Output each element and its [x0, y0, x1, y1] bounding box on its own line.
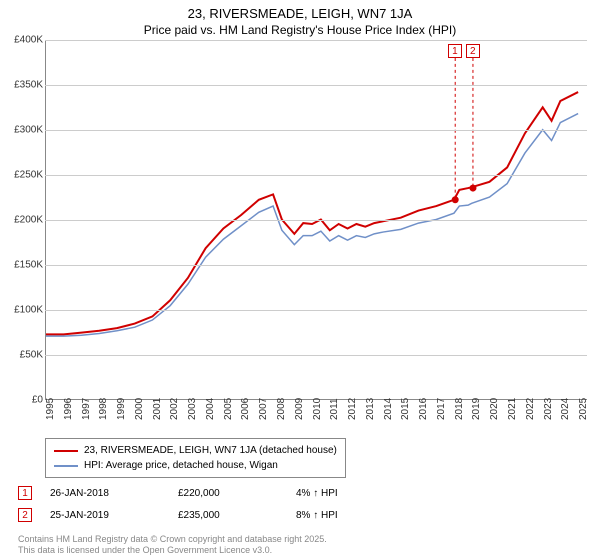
x-axis-tick-label: 2010 — [312, 392, 330, 420]
sale-price: £235,000 — [178, 510, 278, 521]
y-axis-tick-label: £50K — [7, 350, 43, 361]
legend-item: HPI: Average price, detached house, Wiga… — [54, 458, 337, 473]
sale-delta: 8% ↑ HPI — [296, 510, 376, 521]
y-axis-tick-label: £0 — [7, 395, 43, 406]
x-axis-tick-label: 2024 — [560, 392, 578, 420]
gridline — [45, 265, 587, 266]
x-axis-tick-label: 2019 — [471, 392, 489, 420]
x-axis-tick-label: 2000 — [134, 392, 152, 420]
x-axis-tick-label: 2003 — [187, 392, 205, 420]
legend-swatch — [54, 450, 78, 452]
x-axis-tick-label: 1999 — [116, 392, 134, 420]
x-axis-tick-label: 2021 — [507, 392, 525, 420]
y-axis-tick-label: £400K — [7, 35, 43, 46]
x-axis-tick-label: 2004 — [205, 392, 223, 420]
gridline — [45, 220, 587, 221]
sale-marker-icon: 1 — [18, 486, 32, 500]
sale-delta: 4% ↑ HPI — [296, 488, 376, 499]
x-axis-tick-label: 2011 — [329, 392, 347, 420]
sales-table: 1 26-JAN-2018 £220,000 4% ↑ HPI 2 25-JAN… — [18, 482, 376, 526]
x-axis-tick-label: 2009 — [294, 392, 312, 420]
chart-subtitle: Price paid vs. HM Land Registry's House … — [0, 23, 600, 39]
chart-title-address: 23, RIVERSMEADE, LEIGH, WN7 1JA — [0, 6, 600, 23]
gridline — [45, 40, 587, 41]
annotation-marker-icon: 1 — [448, 44, 462, 58]
sale-date: 26-JAN-2018 — [50, 488, 160, 499]
chart-series-line — [46, 92, 578, 334]
footer-line: This data is licensed under the Open Gov… — [18, 545, 327, 556]
x-axis-tick-label: 2023 — [543, 392, 561, 420]
x-axis-tick-label: 2013 — [365, 392, 383, 420]
x-axis-tick-label: 2016 — [418, 392, 436, 420]
legend: 23, RIVERSMEADE, LEIGH, WN7 1JA (detache… — [45, 438, 346, 478]
gridline — [45, 175, 587, 176]
sale-row: 1 26-JAN-2018 £220,000 4% ↑ HPI — [18, 482, 376, 504]
y-axis-tick-label: £350K — [7, 80, 43, 91]
x-axis-tick-label: 2002 — [169, 392, 187, 420]
x-axis-tick-label: 2014 — [383, 392, 401, 420]
x-axis-tick-label: 2007 — [258, 392, 276, 420]
x-axis-tick-label: 2001 — [152, 392, 170, 420]
x-axis-tick-label: 1996 — [63, 392, 81, 420]
y-axis-tick-label: £150K — [7, 260, 43, 271]
x-axis-tick-label: 1997 — [81, 392, 99, 420]
y-axis-tick-label: £100K — [7, 305, 43, 316]
y-axis-tick-label: £200K — [7, 215, 43, 226]
x-axis-tick-label: 1998 — [98, 392, 116, 420]
x-axis-tick-label: 2015 — [400, 392, 418, 420]
x-axis-tick-label: 2005 — [223, 392, 241, 420]
y-axis-tick-label: £250K — [7, 170, 43, 181]
x-axis-tick-label: 1995 — [45, 392, 63, 420]
chart-area: £0£50K£100K£150K£200K£250K£300K£350K£400… — [7, 40, 593, 428]
legend-label: 23, RIVERSMEADE, LEIGH, WN7 1JA (detache… — [84, 443, 337, 458]
sale-row: 2 25-JAN-2019 £235,000 8% ↑ HPI — [18, 504, 376, 526]
annotation-point-icon — [469, 185, 476, 192]
title-block: 23, RIVERSMEADE, LEIGH, WN7 1JA Price pa… — [0, 0, 600, 38]
annotation-point-icon — [452, 196, 459, 203]
gridline — [45, 130, 587, 131]
footer-attribution: Contains HM Land Registry data © Crown c… — [18, 534, 327, 557]
x-axis-tick-label: 2008 — [276, 392, 294, 420]
y-axis-tick-label: £300K — [7, 125, 43, 136]
x-axis-tick-label: 2025 — [578, 392, 596, 420]
x-axis-tick-label: 2018 — [454, 392, 472, 420]
legend-label: HPI: Average price, detached house, Wiga… — [84, 458, 278, 473]
x-axis-tick-label: 2012 — [347, 392, 365, 420]
chart-container: 23, RIVERSMEADE, LEIGH, WN7 1JA Price pa… — [0, 0, 600, 560]
x-axis-tick-label: 2017 — [436, 392, 454, 420]
x-axis-tick-label: 2020 — [489, 392, 507, 420]
x-axis-tick-label: 2022 — [525, 392, 543, 420]
gridline — [45, 85, 587, 86]
sale-date: 25-JAN-2019 — [50, 510, 160, 521]
legend-swatch — [54, 465, 78, 467]
sale-price: £220,000 — [178, 488, 278, 499]
legend-item: 23, RIVERSMEADE, LEIGH, WN7 1JA (detache… — [54, 443, 337, 458]
gridline — [45, 310, 587, 311]
gridline — [45, 355, 587, 356]
x-axis-tick-label: 2006 — [240, 392, 258, 420]
annotation-marker-icon: 2 — [466, 44, 480, 58]
sale-marker-icon: 2 — [18, 508, 32, 522]
footer-line: Contains HM Land Registry data © Crown c… — [18, 534, 327, 545]
